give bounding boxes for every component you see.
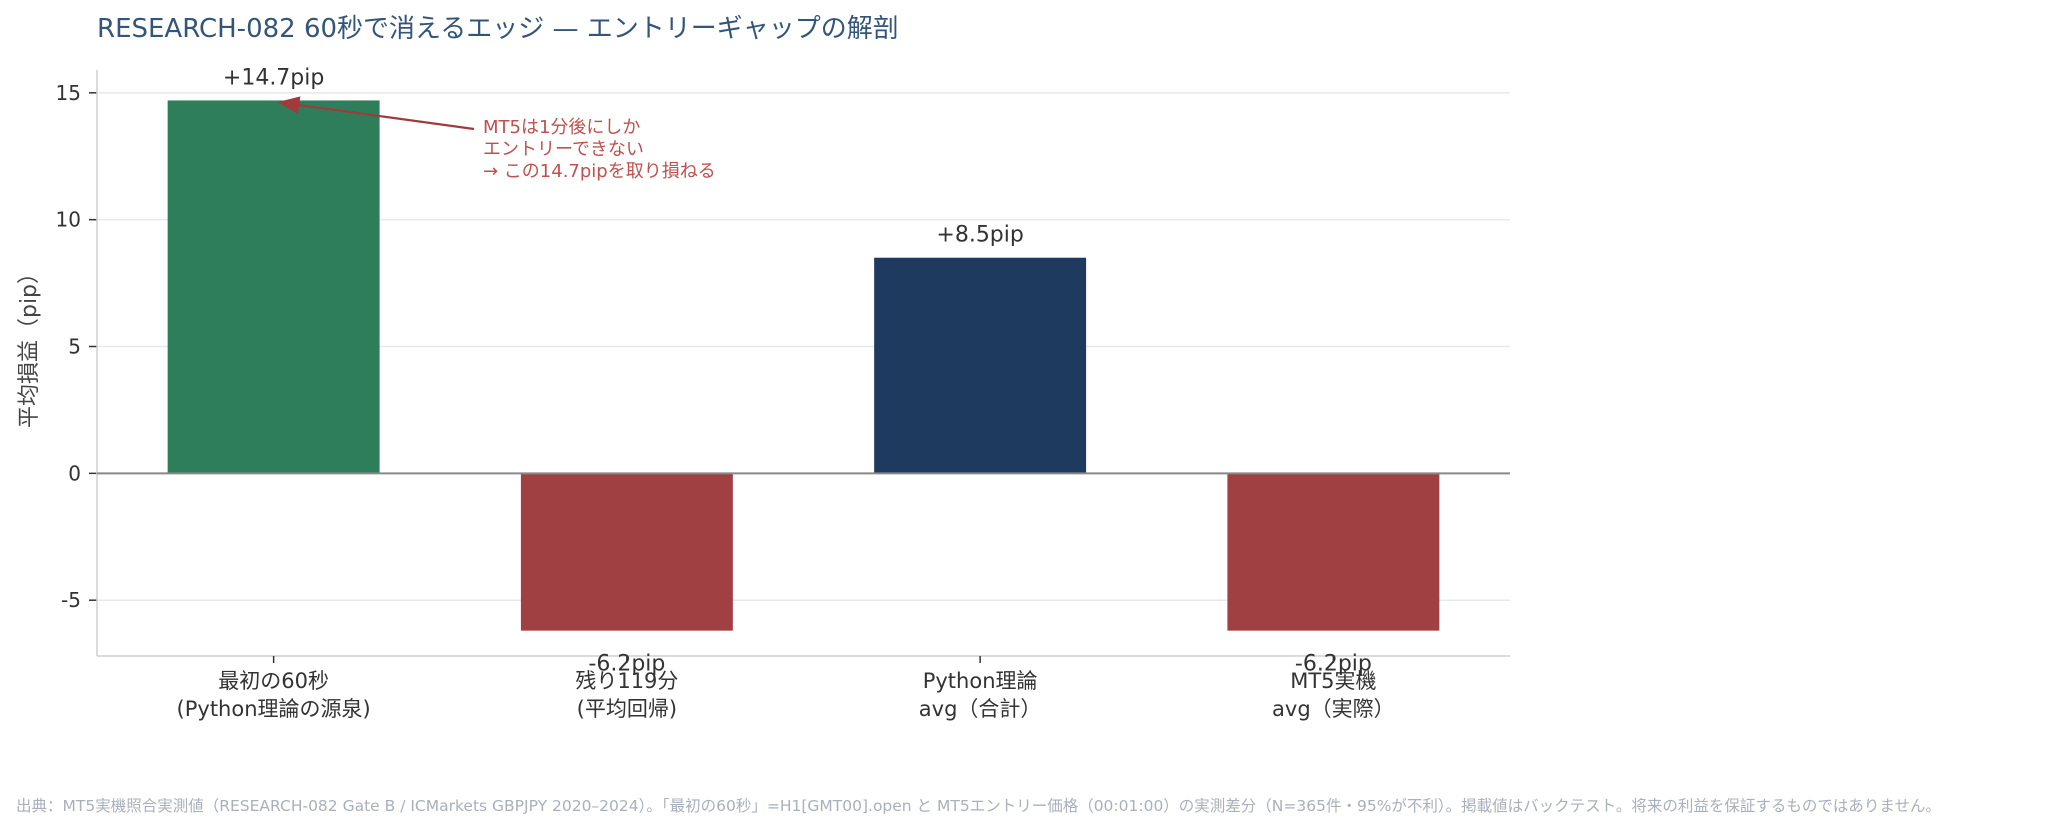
annotation-text: → この14.7pipを取り損ねる [483,161,716,182]
annotation-arrow [277,96,475,131]
bar [874,257,1087,474]
data-labels: +14.7pip -6.2pip +8.5pip -6.2pip [223,65,1372,676]
source-note: 出典：MT5実機照合実測値（RESEARCH-082 Gate B / ICMa… [16,797,1941,815]
y-axis-label: 平均損益（pip） [17,262,42,428]
x-tick-label: 残り119分 [575,669,678,693]
annotation-text: MT5は1分後にしか [483,117,640,138]
data-label: +8.5pip [936,223,1023,248]
bar [1227,473,1440,631]
x-tick-label: (平均回帰) [577,697,677,721]
y-tick-label: -5 [61,588,81,612]
chart-title: RESEARCH-082 60秒で消えるエッジ — エントリーギャップの解剖 [97,14,899,44]
x-tick-label: Python理論 [923,669,1038,693]
y-tick-label: 0 [68,461,81,485]
axes: -5 0 5 10 15 最初の60秒 (Python理論の源泉) 残り119分 (平均回帰) P… [56,70,1510,721]
x-tick-label: MT5実機 [1290,669,1376,693]
bar [520,473,733,631]
data-label: -6.2pip [588,652,665,677]
x-tick-label: avg（合計） [919,697,1042,721]
x-tick-label: avg（実際） [1272,697,1395,721]
annotation-text: エントリーできない [483,139,644,160]
data-label: +14.7pip [223,65,324,90]
y-tick-label: 10 [56,208,81,232]
x-tick-label: 最初の60秒 [218,669,329,693]
bar [167,100,380,474]
y-tick-label: 5 [68,335,81,359]
y-tick-label: 15 [56,81,81,105]
x-tick-label: (Python理論の源泉) [177,697,371,721]
data-label: -6.2pip [1295,652,1372,677]
bars [167,100,1440,631]
